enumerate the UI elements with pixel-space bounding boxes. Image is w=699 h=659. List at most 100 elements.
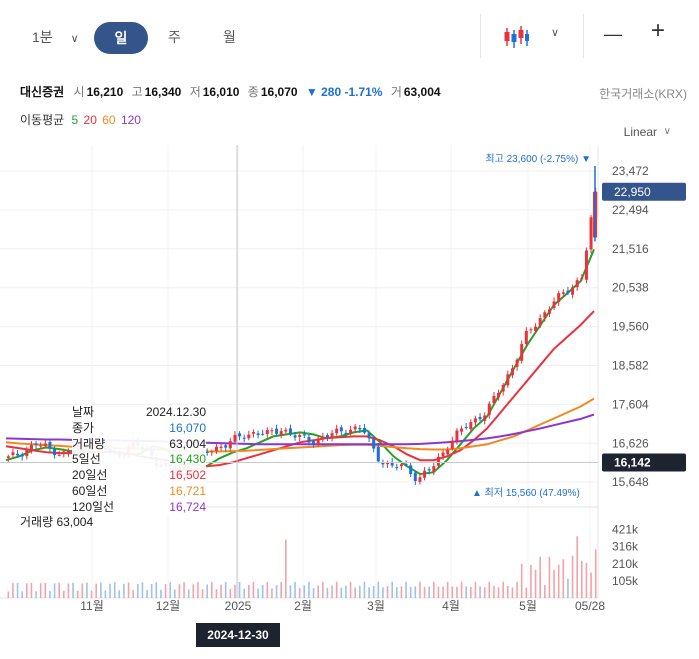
volume-bar (252, 581, 255, 598)
candle-body (376, 447, 380, 462)
x-tick-label: 4월 (442, 599, 460, 613)
volume-bar (594, 549, 597, 598)
volume-pane-label: 거래량 63,004 (20, 515, 93, 529)
ma-period-60: 60 (102, 113, 116, 127)
volume-bar (423, 586, 426, 598)
volume-bar (488, 581, 491, 598)
candle-body (238, 433, 242, 437)
volume-bar (220, 584, 222, 598)
volume-bar (483, 587, 486, 598)
scale-select[interactable]: Linear (623, 125, 657, 139)
x-tick-label: 11월 (80, 599, 104, 613)
candle-body (547, 309, 551, 314)
crosshair-tooltip: 날짜 2024.12.30 종가 16,070 거래량 63,004 5일선 16,430 20… (72, 405, 206, 516)
close-value: 16,070 (260, 85, 298, 99)
volume-bar (146, 589, 148, 598)
candle-body (219, 446, 223, 449)
volume-bar (349, 581, 352, 598)
candle-body (214, 446, 218, 452)
tab-week[interactable]: 주 (168, 29, 181, 45)
volume-bar (285, 539, 287, 598)
current-price-label: 22,950 (614, 185, 651, 199)
volume-bar (433, 581, 435, 598)
period-select-label: 1분 (32, 29, 53, 45)
volume-bar (294, 581, 296, 598)
volume-bar (266, 581, 269, 598)
volume-bar (215, 589, 218, 598)
period-select[interactable]: 1분 ∨ (32, 25, 79, 51)
volume-bar (164, 584, 167, 598)
tooltip-label: 5일선 (72, 452, 101, 467)
candle-body (270, 430, 274, 432)
tooltip-label: 60일선 (72, 483, 108, 498)
candle-body (492, 395, 496, 404)
low-label: 저 (189, 85, 201, 99)
stock-name: 대신증권 (20, 85, 65, 99)
current-price-box (602, 182, 686, 201)
volume-bar (187, 589, 190, 598)
candle-body (538, 318, 542, 326)
candle-body (353, 426, 357, 430)
volume-bar (30, 582, 33, 598)
moving-average-legend[interactable]: 이동평균 5 20 60 120 (20, 111, 141, 128)
candle-body (418, 477, 422, 482)
candle-body (432, 466, 436, 472)
candle-body (288, 428, 292, 434)
candle-body (404, 464, 408, 466)
volume-bar (123, 583, 125, 598)
change-value: ▼ 280 -1.71% (305, 85, 383, 99)
candle-body (450, 440, 454, 449)
volume-bar (470, 586, 472, 598)
volume-bar (451, 586, 454, 598)
volume-bar (345, 585, 347, 598)
candle-body (460, 428, 464, 432)
crosshair-date-label: 2024-12-30 (196, 623, 280, 647)
tooltip-label: 20일선 (72, 468, 108, 483)
zoom-out-button[interactable]: — (604, 24, 622, 44)
volume-bar (465, 586, 467, 598)
y-tick-label: 22,494 (612, 203, 649, 217)
chart-type-select[interactable]: ∨ (503, 24, 559, 55)
price-chart[interactable]: 23,472 22,494 21,516 20,538 19,560 18,582 17,6… (0, 145, 699, 623)
volume-bar (354, 587, 356, 598)
candle-body (302, 434, 306, 436)
tooltip-value: 16,721 (169, 483, 206, 498)
toolbar-divider (480, 14, 481, 58)
candle-body (423, 470, 427, 478)
candle-body (39, 445, 43, 447)
candle-body (441, 452, 445, 457)
candlestick-icon (504, 26, 529, 48)
tab-day[interactable]: 일 (94, 22, 148, 54)
volume-bar (248, 584, 250, 598)
zoom-in-button[interactable]: + (651, 17, 666, 44)
volume-bar (539, 556, 541, 598)
candle-body (335, 428, 339, 434)
volume-bar (391, 581, 393, 598)
candle-body (506, 374, 510, 386)
volume-bar (419, 581, 421, 598)
volume-bar (113, 582, 116, 598)
volume-bar (224, 582, 227, 598)
tooltip-label: 120일선 (72, 499, 115, 514)
candle-body (399, 464, 403, 467)
volume-bar (335, 581, 338, 598)
tooltip-row: 20일선 16,502 (72, 468, 206, 484)
volume-bar (7, 591, 10, 598)
candle-body (566, 290, 570, 294)
candle-body (483, 415, 487, 421)
volume-bar (211, 582, 213, 598)
y-tick-label: 16,626 (612, 436, 649, 450)
crosshair-price-box (602, 453, 686, 472)
volume-bar (160, 589, 162, 598)
candle-body (534, 326, 538, 331)
candle-body (256, 433, 260, 435)
candle-body (501, 384, 505, 392)
tooltip-row: 120일선 16,724 (72, 500, 206, 516)
volume-bar (581, 560, 583, 598)
volume-bar (520, 563, 523, 598)
volume-bar (63, 590, 65, 598)
tab-month[interactable]: 월 (223, 29, 236, 45)
candle-body (552, 301, 556, 308)
candle-body (575, 280, 579, 288)
volume-bar (525, 587, 528, 598)
